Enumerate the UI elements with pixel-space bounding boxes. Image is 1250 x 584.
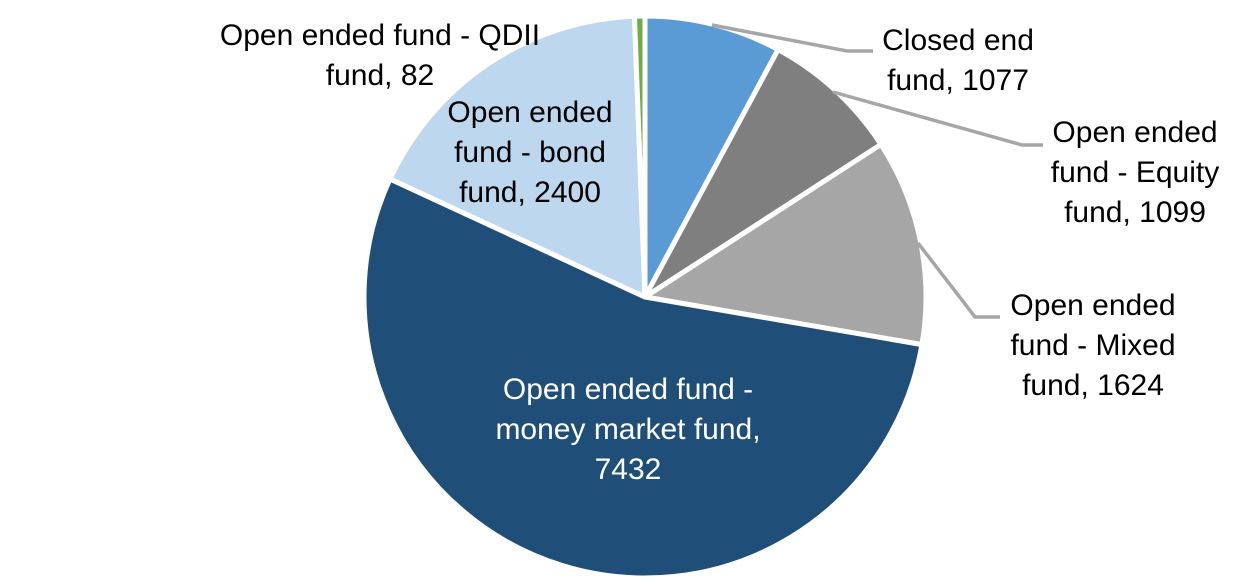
label-equity-fund-leader-line [832,90,1043,147]
pie-slice-open-ended-fund-qdii-fund [631,13,648,300]
label-equity-fund-line: fund, 1099 [1064,196,1206,229]
pie-slice-open-ended-fund-money-market-fund [361,176,925,581]
label-mixed-fund-line: Open ended [1010,289,1176,322]
label-money-market-fund-line: Open ended fund - [502,373,754,406]
label-mixed-fund-leader-line [916,241,1000,319]
label-mixed-fund-line: fund - Mixed [1010,329,1176,362]
label-qdii-fund: Open ended fund - QDII fund, 82 [80,16,680,96]
label-mixed-fund: Open ended fund - Mixed fund, 1624 [793,286,1250,406]
label-equity-fund: Open ended fund - Equity fund, 1099 [835,113,1250,233]
label-closed-end-fund-line: Closed end [882,24,1034,57]
label-money-market-fund-line: money market fund, [495,413,761,446]
label-bond-fund: Open ended fund - bond fund, 2400 [230,93,830,213]
pie-slices [361,13,929,581]
label-bond-fund-line: fund - bond [454,136,606,169]
label-money-market-fund-line: 7432 [594,453,662,486]
pie-slice-open-ended-fund-mixed-fund [642,141,929,348]
pie-slice-open-ended-fund-equity-fund [642,47,884,300]
label-mixed-fund-line: fund, 1624 [1022,369,1164,402]
label-qdii-fund-line: fund, 82 [325,59,435,92]
label-equity-fund-line: Open ended [1052,116,1218,149]
label-closed-end-fund: Closed end fund, 1077 [658,21,1250,101]
label-bond-fund-line: Open ended [447,96,613,129]
pie-slice-open-ended-fund-bond-fund [387,13,648,300]
label-equity-fund-line: fund - Equity [1050,156,1220,189]
label-closed-end-fund-leader-line [711,23,873,53]
label-leader-lines [711,23,1043,319]
label-closed-end-fund-line: fund, 1077 [887,64,1029,97]
label-qdii-fund-line: Open ended fund - QDII [219,19,541,52]
label-bond-fund-line: fund, 2400 [459,176,601,209]
label-money-market-fund: Open ended fund - money market fund, 7432 [328,370,928,490]
